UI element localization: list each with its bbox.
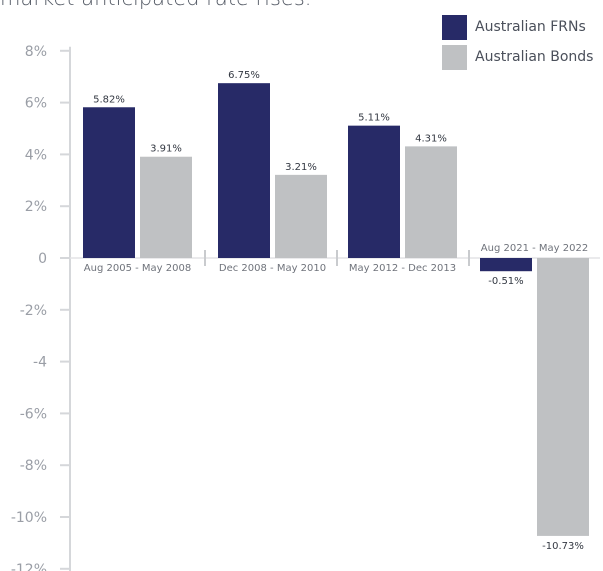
data-label: -0.51%	[488, 276, 523, 287]
legend-swatch-bonds	[442, 44, 467, 70]
y-tick-label: 2%	[25, 199, 47, 215]
data-label: 3.21%	[285, 162, 317, 173]
y-tick-label: -8%	[20, 458, 47, 474]
legend: Australian FRNs Australian Bonds	[442, 12, 593, 72]
bar-frns	[348, 125, 400, 258]
data-label: 5.11%	[358, 113, 390, 124]
bar-bonds	[405, 146, 457, 258]
legend-swatch-frns	[442, 14, 467, 40]
y-tick-label: -4	[33, 355, 47, 371]
y-tick-label: 8%	[25, 44, 47, 60]
data-label: -10.73%	[542, 541, 584, 552]
y-tick-label: 0	[38, 251, 47, 267]
data-label: 6.75%	[228, 70, 260, 81]
y-tick-label: 4%	[25, 147, 47, 163]
bar-bonds	[537, 258, 589, 536]
y-tick-label: -12%	[11, 562, 47, 571]
data-label: 4.31%	[415, 133, 447, 144]
bar-bonds	[140, 156, 192, 258]
caption-fragment: market anticipated rate rises.	[0, 0, 311, 10]
category-label: Dec 2008 - May 2010	[219, 263, 326, 274]
category-label: May 2012 - Dec 2013	[349, 263, 456, 274]
y-tick-label: -2%	[20, 303, 47, 319]
bar-frns	[218, 83, 270, 258]
data-label: 3.91%	[150, 144, 182, 155]
legend-label-bonds: Australian Bonds	[475, 49, 594, 65]
legend-item-bonds: Australian Bonds	[442, 42, 593, 72]
legend-label-frns: Australian FRNs	[475, 19, 586, 35]
bar-frns	[83, 107, 135, 259]
bar-frns	[480, 258, 532, 272]
y-tick-label: -10%	[11, 510, 47, 526]
bar-bonds	[275, 174, 327, 258]
data-label: 5.82%	[93, 94, 125, 105]
y-tick-label: -6%	[20, 406, 47, 422]
category-label: Aug 2021 - May 2022	[481, 243, 588, 254]
y-tick-label: 6%	[25, 96, 47, 112]
legend-item-frns: Australian FRNs	[442, 12, 593, 42]
category-label: Aug 2005 - May 2008	[84, 263, 191, 274]
